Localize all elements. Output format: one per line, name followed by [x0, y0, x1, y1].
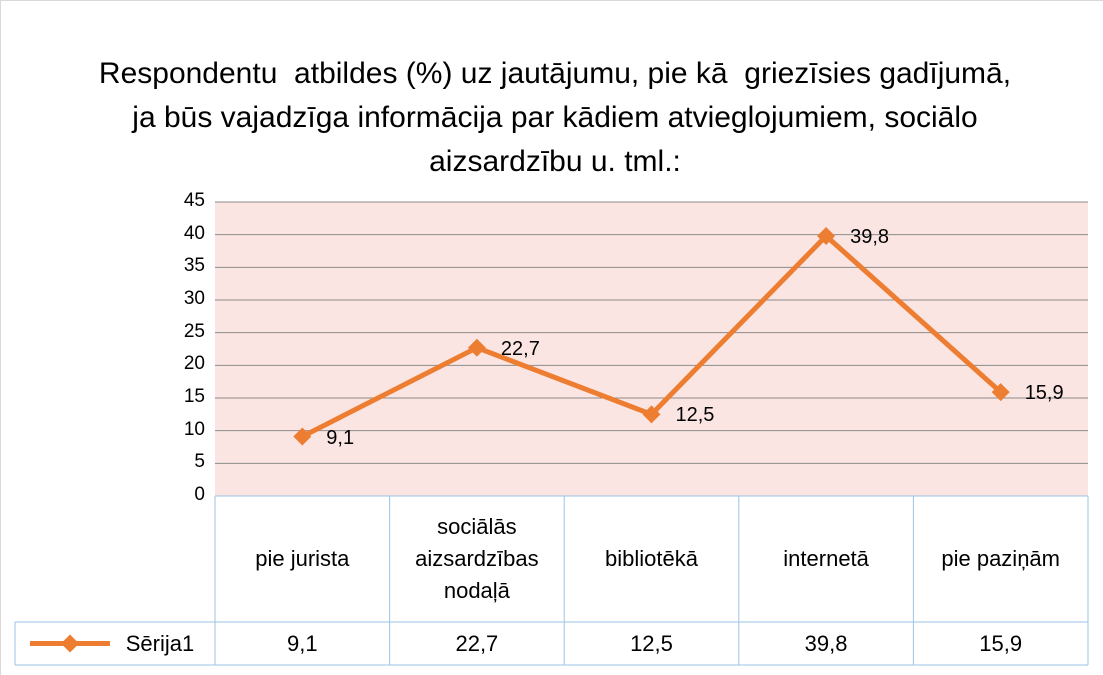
x-tick-label: sociālās aizsardzības nodaļā [415, 514, 539, 603]
x-tick-label: internetā [783, 546, 869, 571]
marker [467, 338, 486, 357]
y-tick-label: 10 [183, 418, 205, 440]
table-value: 15,9 [979, 630, 1023, 656]
plot-area [215, 202, 1088, 496]
legend-marker [61, 634, 79, 653]
y-tick-label: 15 [183, 386, 205, 407]
chart-title: Respondentu atbildes (%) uz jautājumu, p… [98, 57, 1020, 178]
y-tick-label: 0 [194, 484, 205, 505]
data-label: 12,5 [675, 404, 715, 427]
table-value: 9,1 [287, 630, 318, 656]
y-tick-label: 45 [183, 190, 205, 211]
y-tick-label: 5 [194, 451, 205, 473]
legend-label: Sērija1 [125, 630, 195, 656]
x-tick-label: pie jurista [255, 546, 350, 571]
x-tick-label: bibliotēkā [605, 546, 698, 571]
y-tick-label: 35 [183, 255, 205, 277]
table-value: 39,8 [804, 630, 848, 656]
x-tick-label: pie paziņām [941, 546, 1060, 571]
marker [642, 405, 661, 424]
data-label: 9,1 [326, 426, 355, 449]
marker [817, 226, 836, 245]
data-label: 22,7 [500, 337, 540, 360]
data-label: 39,8 [850, 225, 890, 248]
marker [293, 427, 312, 446]
table-value: 22,7 [455, 630, 499, 656]
marker [991, 383, 1010, 402]
y-tick-label: 40 [183, 222, 205, 244]
data-label: 15,9 [1024, 382, 1064, 405]
y-tick-label: 20 [183, 353, 205, 375]
y-tick-label: 25 [183, 320, 205, 342]
y-tick-label: 30 [183, 288, 205, 309]
table-value: 12,5 [630, 630, 673, 656]
